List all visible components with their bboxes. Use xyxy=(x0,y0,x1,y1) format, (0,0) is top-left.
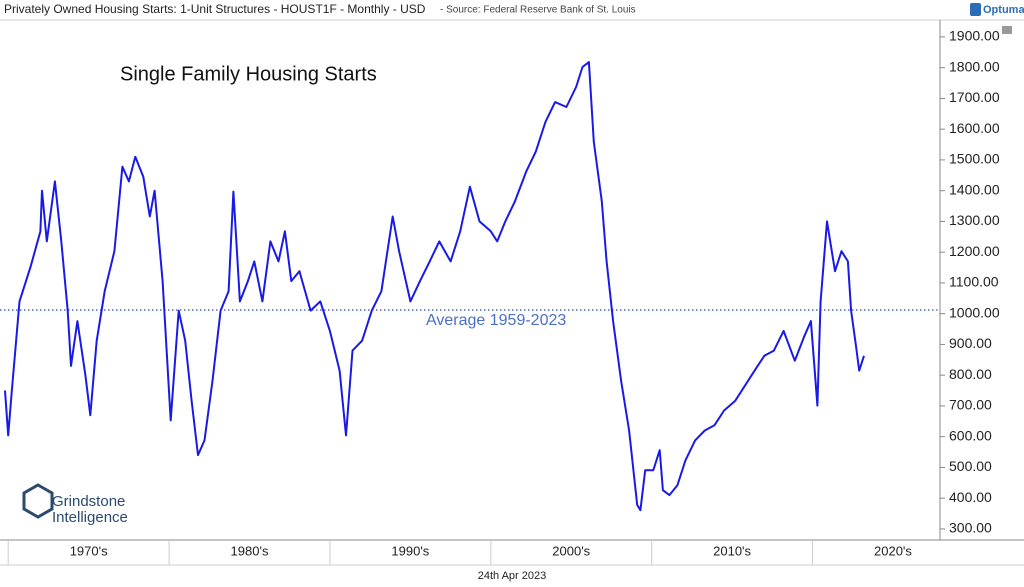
y-tick-label: 300.00 xyxy=(949,520,992,536)
y-tick-label: 1500.00 xyxy=(949,151,1000,167)
y-tick-label: 1000.00 xyxy=(949,304,1000,320)
y-tick-label: 1800.00 xyxy=(949,58,1000,74)
lock-icon xyxy=(1002,26,1012,34)
y-tick-label: 600.00 xyxy=(949,427,992,443)
logo: Grindstone Intelligence xyxy=(22,483,128,526)
chart-title: Privately Owned Housing Starts: 1-Unit S… xyxy=(4,2,426,16)
y-tick-label: 1600.00 xyxy=(949,120,1000,136)
y-tick-label: 1100.00 xyxy=(949,274,999,290)
y-tick-label: 1900.00 xyxy=(949,28,1000,44)
date: 24th Apr 2023 xyxy=(478,570,547,582)
logo-icon xyxy=(22,483,54,519)
y-tick-label: 1700.00 xyxy=(949,89,1000,105)
y-tick-label: 700.00 xyxy=(949,397,992,413)
y-tick-label: 800.00 xyxy=(949,366,992,382)
y-tick-label: 400.00 xyxy=(949,489,992,505)
logo-line-1: Grindstone xyxy=(52,493,125,510)
y-tick-label: 1400.00 xyxy=(949,181,1000,197)
y-tick-label: 500.00 xyxy=(949,458,992,474)
source: - Source: Federal Reserve Bank of St. Lo… xyxy=(440,5,636,16)
brand-icon xyxy=(970,3,981,16)
y-tick-label: 1200.00 xyxy=(949,243,1000,259)
y-tick-label: 1300.00 xyxy=(949,212,1000,228)
data-line xyxy=(4,61,865,512)
brand: Optuma xyxy=(983,4,1024,16)
x-tick-label: 2020's xyxy=(874,543,912,558)
x-tick-label: 2010's xyxy=(713,543,751,558)
logo-line-2: Intelligence xyxy=(52,509,128,526)
x-tick-label: 1980's xyxy=(231,543,269,558)
reference-label: Average 1959-2023 xyxy=(426,312,566,329)
x-tick-label: 1970's xyxy=(70,543,108,558)
x-tick-label: 2000's xyxy=(552,543,590,558)
annotation: Single Family Housing Starts xyxy=(120,63,377,85)
y-tick-label: 900.00 xyxy=(949,335,992,351)
x-tick-label: 1990's xyxy=(391,543,429,558)
